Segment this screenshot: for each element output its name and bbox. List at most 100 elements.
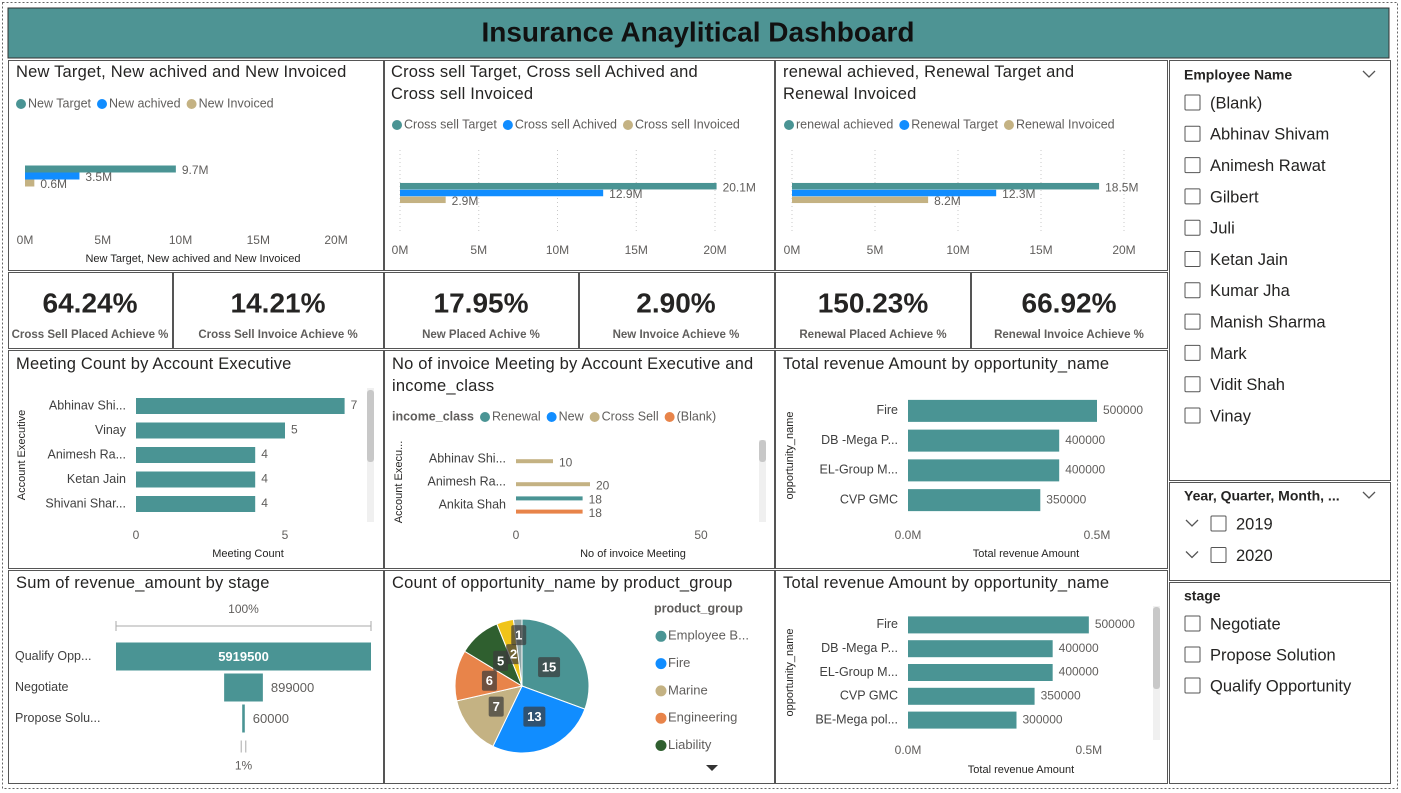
slicer-item[interactable]: 2020 [1236,547,1273,565]
panel [384,60,775,271]
bar [136,422,285,439]
category-label: EL-Group M... [820,463,899,477]
slicer-item[interactable]: Juli [1210,220,1235,238]
category-label: Vinay [95,423,127,437]
checkbox[interactable] [1184,219,1201,236]
dashboard-title: Insurance Anaylitical Dashboard [481,16,914,47]
slicer-item[interactable]: Vidit Shah [1210,376,1285,394]
legend-title: product_group [654,601,743,615]
value-label: 350000 [1046,492,1086,506]
card-label: New Placed Achive % [422,329,540,341]
x-tick-label: 0 [513,528,520,542]
legend-marker [899,120,910,130]
checkbox[interactable] [1184,376,1201,393]
chart-title: Sum of revenue_amount by stage [16,574,270,592]
legend-marker [546,412,557,422]
y-axis-label: opportunity_name [784,628,796,716]
category-label: Fire [876,403,898,417]
card-label: Cross Sell Placed Achieve % [12,329,169,341]
checkbox[interactable] [1184,677,1201,694]
legend-marker [502,120,513,130]
legend-label: Cross sell Target [404,117,497,131]
slicer-item[interactable]: Manish Sharma [1210,313,1326,331]
checkbox[interactable] [1184,313,1201,330]
slice-label: 1 [515,628,522,643]
checkbox[interactable] [1184,94,1201,111]
scrollbar-track[interactable] [759,440,766,522]
funnel-bracket [240,740,247,753]
expand-chevron[interactable] [1185,551,1199,559]
checkbox[interactable] [1184,188,1201,205]
value-label: 60000 [253,711,289,726]
checkbox[interactable] [1184,157,1201,174]
slicer-item[interactable]: Gilbert [1210,188,1259,206]
value-label: 9.7M [182,163,209,177]
slicer-item[interactable]: Ketan Jain [1210,251,1288,269]
bar [400,189,604,197]
legend-label: Fire [668,655,690,670]
slicer-panel [1169,60,1391,481]
slicer-item[interactable]: Animesh Rawat [1210,157,1326,175]
slicer-chevron[interactable] [1362,70,1376,78]
bar [516,482,590,487]
funnel-bar [242,704,245,733]
slicer-item[interactable]: Propose Solution [1210,646,1336,664]
slicer-title: Year, Quarter, Month, ... [1184,488,1340,504]
chart-title: New Target, New achived and New Invoiced [16,63,347,81]
value-label: 2.9M [452,194,479,208]
bar [400,182,717,190]
checkbox[interactable] [1184,125,1201,142]
checkbox[interactable] [1184,282,1201,299]
slicer-item[interactable]: Negotiate [1210,615,1281,633]
slicer-item[interactable]: Kumar Jha [1210,282,1291,300]
slicer-chevron[interactable] [1362,491,1376,499]
card-panel [579,272,775,349]
chart-title: renewal achieved, Renewal Target and Ren… [783,63,1075,103]
x-tick-label: 0.5M [1075,743,1102,757]
slicer-item[interactable]: Abhinav Shivam [1210,126,1329,144]
x-axis-label: Meeting Count [212,548,284,560]
card-panel [384,272,579,349]
scrollbar-thumb[interactable] [1153,607,1160,689]
slice-label: 13 [527,709,541,724]
slicer-item[interactable]: 2019 [1236,515,1273,533]
slicer-item[interactable]: (Blank) [1210,94,1262,112]
legend-marker [589,412,600,422]
legend-marker [480,412,490,422]
value-label: 400000 [1065,433,1105,447]
scrollbar-thumb[interactable] [367,390,374,462]
legend-marker [1003,120,1014,130]
value-label: 400000 [1059,641,1099,655]
x-tick-label: 20M [1112,243,1135,257]
checkbox[interactable] [1184,251,1201,267]
y-axis-label: Account Execu... [393,441,405,524]
checkbox[interactable] [1184,407,1201,424]
bar [136,398,345,414]
x-tick-label: 0.0M [895,528,922,542]
scrollbar-thumb[interactable] [759,440,766,462]
checkbox[interactable] [1184,646,1201,663]
category-label: DB -Mega P... [821,641,898,655]
slice-label: 7 [493,699,500,714]
legend-label: renewal achieved [796,117,893,131]
slicer-item[interactable]: Qualify Opportunity [1210,677,1352,695]
funnel-bar [224,673,263,702]
value-label: 4 [261,472,268,486]
slicer-item[interactable]: Mark [1210,345,1247,363]
x-tick-label: 10M [946,243,969,257]
expand-chevron[interactable] [1185,519,1199,527]
checkbox[interactable] [1184,615,1201,632]
category-label: BE-Mega pol... [815,712,898,726]
legend-more-arrow[interactable] [706,765,718,771]
checkbox[interactable] [1184,344,1201,361]
legend-marker [655,712,667,724]
slicer-item[interactable]: Vinay [1210,407,1252,425]
checkbox[interactable] [1210,515,1227,532]
checkbox[interactable] [1210,547,1227,563]
bar [25,179,35,187]
legend-marker [655,658,667,670]
bar [136,471,256,488]
value-label: 500000 [1095,617,1135,631]
x-tick-label: 10M [169,233,192,247]
